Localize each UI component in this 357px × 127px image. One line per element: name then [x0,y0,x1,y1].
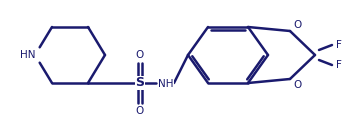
Text: O: O [136,106,144,116]
Text: F: F [336,40,342,50]
Text: NH: NH [158,79,174,89]
Text: O: O [294,80,302,90]
Text: O: O [136,50,144,60]
Text: O: O [294,20,302,30]
Text: F: F [336,60,342,70]
Text: HN: HN [20,50,36,60]
Text: S: S [136,76,145,90]
